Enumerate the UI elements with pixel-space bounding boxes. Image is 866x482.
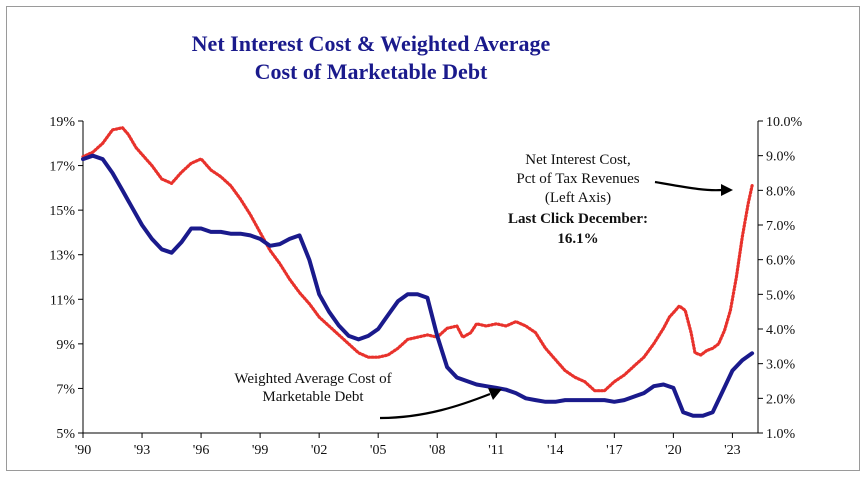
nic-label-line-1: Net Interest Cost, [525,152,630,168]
right-tick-label: 4.0% [766,323,796,338]
x-tick-label: '05 [370,443,387,458]
nic-arrow [654,180,733,196]
x-tick-label: '02 [311,443,328,458]
left-tick-label: 5% [56,427,75,442]
right-tick-label: 10.0% [766,115,803,130]
left-tick-label: 17% [49,160,75,175]
last-click-label: Last Click December: [508,211,648,227]
weighted-average-cost-series [81,153,755,418]
x-tick-label: '96 [193,443,210,458]
nic-arrow-line [654,180,723,192]
weighted-average-cost-line [81,153,755,418]
x-tick-label: '23 [724,443,741,458]
x-tick-label: '14 [547,443,564,458]
chart-title-line-2: Cost of Marketable Debt [255,59,488,84]
right-tick-label: 6.0% [766,254,796,269]
right-tick-label: 3.0% [766,358,796,373]
right-tick-label: 5.0% [766,288,796,303]
chart-border [6,6,860,471]
left-tick-label: 19% [49,115,75,130]
wac-label-line-2: Marketable Debt [262,389,364,405]
right-tick-label: 2.0% [766,392,796,407]
left-tick-label: 13% [49,249,75,264]
wac-arrow-line [379,392,491,420]
nic-label-line-2: Pct of Tax Revenues [516,171,639,187]
left-tick-label: 15% [49,204,75,219]
x-tick-label: '99 [252,443,269,458]
x-tick-label: '90 [75,443,92,458]
wac-arrow [379,388,502,420]
x-tick-label: '08 [429,443,446,458]
left-tick-label: 7% [56,382,75,397]
chart-title-line-1: Net Interest Cost & Weighted Average [192,31,551,56]
axes: 19% 17% 15% 13% 11% 9% 7% 5% 10.0% 9.0% 8.0% 7.0% 6.… [49,115,802,458]
last-click-value: 16.1% [557,231,598,247]
wac-arrow-head [488,388,502,400]
left-tick-label: 11% [50,293,75,308]
x-tick-label: '17 [606,443,623,458]
left-tick-label: 9% [56,338,75,353]
right-tick-label: 8.0% [766,184,796,199]
nic-label-line-3: (Left Axis) [545,190,611,206]
nic-arrow-head [721,184,733,196]
net-interest-cost-line [81,126,754,393]
right-tick-label: 9.0% [766,150,796,165]
net-interest-cost-series [81,126,754,393]
wac-label-line-1: Weighted Average Cost of [234,371,391,387]
right-tick-label: 7.0% [766,219,796,234]
x-tick-label: '11 [488,443,504,458]
right-tick-label: 1.0% [766,427,796,442]
x-tick-label: '93 [134,443,151,458]
x-tick-label: '20 [665,443,682,458]
